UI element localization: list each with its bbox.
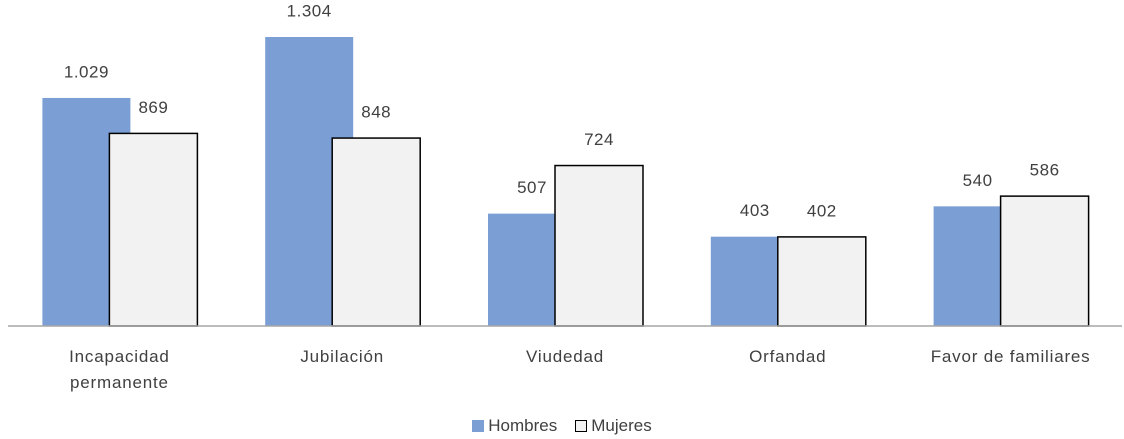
x-tick-label: Viudedad xyxy=(526,347,604,366)
value-label: 586 xyxy=(1030,161,1060,180)
bar xyxy=(554,164,644,327)
bar xyxy=(108,132,199,327)
x-tick-label: Orfandad xyxy=(749,347,827,366)
bar xyxy=(999,195,1090,327)
value-label: 507 xyxy=(517,178,547,197)
legend-swatch xyxy=(575,420,588,432)
value-label: 403 xyxy=(740,201,770,220)
bar xyxy=(777,236,867,327)
legend-item: Hombres xyxy=(472,416,557,436)
x-tick-label: Jubilación xyxy=(300,347,384,366)
legend-label: Mujeres xyxy=(591,416,652,435)
value-label: 724 xyxy=(584,130,614,149)
value-label: 1.304 xyxy=(287,1,332,20)
value-label: 402 xyxy=(807,201,837,220)
legend: Hombres Mujeres xyxy=(0,416,1124,436)
x-tick-label: Incapacidad permanente xyxy=(69,347,170,392)
x-tick-label: Favor de familiares xyxy=(930,347,1091,366)
value-label: 869 xyxy=(138,98,168,117)
value-label: 540 xyxy=(963,171,993,190)
value-label: 1.029 xyxy=(64,62,109,81)
bar xyxy=(331,137,421,327)
value-label: 848 xyxy=(361,103,391,122)
legend-label: Hombres xyxy=(488,416,558,435)
legend-item: Mujeres xyxy=(575,416,652,436)
legend-swatch xyxy=(472,420,485,432)
